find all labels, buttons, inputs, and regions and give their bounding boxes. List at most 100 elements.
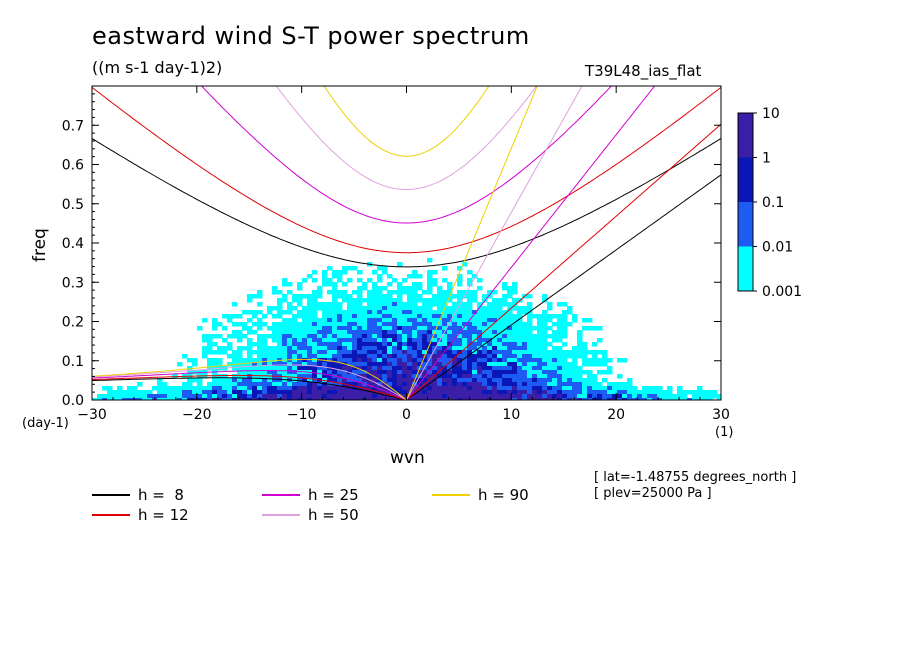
heatmap-cell	[392, 342, 398, 347]
heatmap-cell	[462, 330, 468, 335]
heatmap-cell	[282, 370, 288, 375]
heatmap-cell	[352, 382, 358, 387]
heatmap-cell	[207, 350, 213, 355]
heatmap-cell	[307, 346, 313, 351]
heatmap-cell	[552, 354, 558, 359]
heatmap-cell	[362, 286, 368, 291]
heatmap-cell	[202, 334, 208, 339]
heatmap-cell	[432, 398, 438, 400]
heatmap-cell	[362, 314, 368, 319]
heatmap-cell	[427, 346, 433, 351]
heatmap-cell	[267, 390, 273, 395]
heatmap-cell	[362, 310, 368, 315]
heatmap-cell	[577, 386, 583, 391]
heatmap-cell	[282, 334, 288, 339]
heatmap-cell	[402, 346, 408, 351]
heatmap-cell	[462, 302, 468, 307]
heatmap-cell	[532, 398, 538, 400]
heatmap-cell	[522, 386, 528, 391]
heatmap-cell	[507, 394, 513, 399]
heatmap-cell	[507, 306, 513, 311]
heatmap-cell	[372, 310, 378, 315]
heatmap-cell	[292, 330, 298, 335]
heatmap-cell	[432, 270, 438, 275]
heatmap-cell	[457, 358, 463, 363]
heatmap-cell	[297, 330, 303, 335]
heatmap-cell	[412, 398, 418, 400]
heatmap-cell	[407, 310, 413, 315]
heatmap-cell	[242, 346, 248, 351]
heatmap-cell	[382, 294, 388, 299]
heatmap-cell	[357, 290, 363, 295]
heatmap-cell	[397, 334, 403, 339]
heatmap-cell	[247, 386, 253, 391]
heatmap-cell	[382, 386, 388, 391]
heatmap-cell	[342, 390, 348, 395]
heatmap-cell	[257, 322, 263, 327]
heatmap-cell	[497, 382, 503, 387]
heatmap-cell	[257, 390, 263, 395]
heatmap-cell	[407, 274, 413, 279]
heatmap-cell	[337, 378, 343, 383]
heatmap-cell	[497, 318, 503, 323]
heatmap-cell	[507, 326, 513, 331]
heatmap-cell	[487, 358, 493, 363]
heatmap-cell	[487, 302, 493, 307]
heatmap-cell	[527, 338, 533, 343]
heatmap-cell	[107, 386, 113, 391]
heatmap-cell	[142, 394, 148, 399]
heatmap-cell	[527, 326, 533, 331]
heatmap-cell	[212, 342, 218, 347]
heatmap-cell	[512, 370, 518, 375]
heatmap-cell	[522, 358, 528, 363]
heatmap-cell	[387, 290, 393, 295]
heatmap-cell	[252, 390, 258, 395]
heatmap-cell	[542, 386, 548, 391]
heatmap-cell	[562, 398, 568, 400]
heatmap-cell	[302, 334, 308, 339]
heatmap-cell	[582, 390, 588, 395]
heatmap-cell	[312, 366, 318, 371]
heatmap-cell	[517, 342, 523, 347]
heatmap-cell	[457, 294, 463, 299]
heatmap-cell	[502, 342, 508, 347]
x-tick-label: −10	[287, 407, 317, 423]
heatmap-cell	[422, 338, 428, 343]
heatmap-cell	[372, 290, 378, 295]
heatmap-cell	[212, 362, 218, 367]
heatmap-cell	[272, 346, 278, 351]
heatmap-cell	[407, 326, 413, 331]
heatmap-cell	[357, 314, 363, 319]
heatmap-cell	[527, 322, 533, 327]
heatmap-cell	[682, 398, 688, 400]
heatmap-cell	[352, 354, 358, 359]
heatmap-cell	[312, 302, 318, 307]
heatmap-cell	[332, 390, 338, 395]
heatmap-cell	[362, 334, 368, 339]
heatmap-cell	[602, 386, 608, 391]
heatmap-cell	[457, 354, 463, 359]
heatmap-cell	[467, 370, 473, 375]
heatmap-cell	[432, 358, 438, 363]
heatmap-cell	[467, 386, 473, 391]
heatmap-cell	[462, 370, 468, 375]
heatmap-cell	[342, 394, 348, 399]
heatmap-cell	[677, 390, 683, 395]
heatmap-cell	[377, 278, 383, 283]
heatmap-cell	[402, 354, 408, 359]
heatmap-cell	[457, 334, 463, 339]
heatmap-cell	[337, 310, 343, 315]
heatmap-cell	[257, 346, 263, 351]
run-name: T39L48_ias_flat	[585, 62, 702, 80]
heatmap-cell	[322, 314, 328, 319]
heatmap-cell	[302, 362, 308, 367]
heatmap-cell	[232, 358, 238, 363]
heatmap-cell	[337, 338, 343, 343]
heatmap-cell	[312, 390, 318, 395]
heatmap-cell	[627, 394, 633, 399]
heatmap-cell	[377, 334, 383, 339]
heatmap-cell	[337, 346, 343, 351]
heatmap-cell	[682, 394, 688, 399]
heatmap-cell	[447, 382, 453, 387]
heatmap-cell	[482, 346, 488, 351]
